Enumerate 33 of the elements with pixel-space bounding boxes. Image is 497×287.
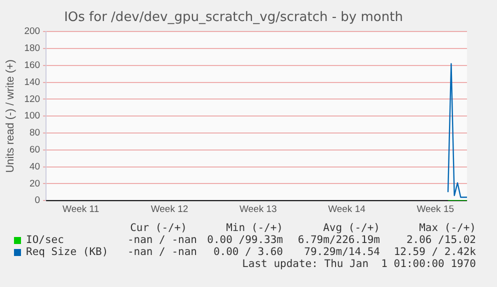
y-tick-label: 80 <box>29 128 40 139</box>
y-tick-label: 60 <box>29 144 40 156</box>
y-tick-label: 100 <box>24 110 40 122</box>
y-tick-label: 200 <box>24 26 40 38</box>
y-tick-label: 140 <box>24 76 40 88</box>
text: 6.79m/226.19m <box>298 234 380 246</box>
chart-title: IOs for /dev/dev_gpu_scratch_vg/scratch - by month <box>64 10 403 26</box>
text: Max (-/+) <box>419 222 476 234</box>
text: 2.06 /15.02 <box>406 234 476 246</box>
text: 0.00 / 3.60 <box>213 246 283 258</box>
y-axis-title: Units read (-) / write (+) <box>4 59 17 173</box>
y-tick-label: 20 <box>29 178 40 190</box>
x-tick-label: Week 13 <box>239 204 277 215</box>
text: 0.00 /99.33m <box>207 234 283 246</box>
legend-label: Req Size (KB) <box>26 246 108 258</box>
legend-label: IO/sec <box>26 234 64 246</box>
text: Cur (-/+) <box>130 222 187 234</box>
x-tick-label: Week 11 <box>62 204 100 215</box>
y-tick-label: 160 <box>24 60 40 72</box>
x-tick-label: Week 12 <box>150 204 188 215</box>
text: Last update: Thu Jan 1 01:00:00 1970 <box>242 258 476 270</box>
y-tick-label: 120 <box>24 94 40 105</box>
x-tick-label: Week 14 <box>328 204 366 215</box>
y-tick-label: 180 <box>24 43 40 54</box>
text: 79.29m/14.54 <box>304 246 380 258</box>
text: -nan / -nan <box>127 234 197 246</box>
y-tick-label: 0 <box>34 195 40 206</box>
text: -nan / -nan <box>127 246 197 258</box>
y-tick-label: 40 <box>29 161 40 172</box>
text: 12.59 / 2.42k <box>394 246 476 258</box>
x-tick-label: Week 15 <box>416 204 454 215</box>
text: Avg (-/+) <box>323 222 380 234</box>
text: Min (-/+) <box>226 222 283 234</box>
